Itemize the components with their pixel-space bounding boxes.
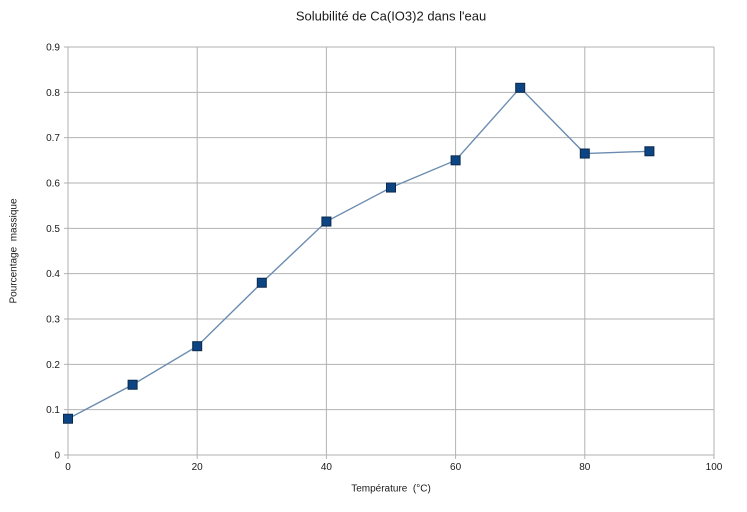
y-tick-label: 0.1	[46, 405, 60, 416]
y-tick-label: 0.6	[46, 179, 60, 190]
data-point-marker	[450, 155, 461, 166]
data-point-marker	[256, 277, 267, 288]
data-point-marker	[579, 148, 590, 159]
data-point-marker	[321, 216, 332, 227]
x-tick-label: 80	[579, 462, 591, 473]
y-tick-label: 0	[54, 451, 60, 462]
data-point-marker	[63, 413, 73, 424]
series-line	[67, 86, 650, 420]
y-tick-label: 0.2	[46, 360, 60, 371]
x-tick-label: 0	[65, 462, 71, 473]
x-tick-label: 60	[450, 462, 462, 473]
y-tick-label: 0.4	[46, 269, 60, 280]
data-point-marker	[386, 182, 396, 193]
x-tick-label: 100	[706, 462, 723, 473]
data-point-marker	[515, 82, 526, 93]
data-point-marker	[192, 341, 203, 352]
y-tick-label: 0.3	[46, 315, 60, 326]
y-tick-label: 0.8	[46, 88, 60, 99]
chart-title: Solubilité de Ca(IO3)2 dans l'eau	[295, 8, 487, 24]
y-tick-label: 0.7	[46, 133, 60, 144]
y-tick-label: 0.5	[46, 224, 60, 235]
x-tick-label: 40	[321, 462, 333, 473]
x-tick-label: 20	[192, 462, 204, 473]
data-point-marker	[127, 379, 138, 390]
y-tick-label: 0.9	[46, 43, 60, 54]
data-point-marker	[644, 146, 655, 157]
x-axis-title: Température (°C)	[351, 483, 431, 495]
